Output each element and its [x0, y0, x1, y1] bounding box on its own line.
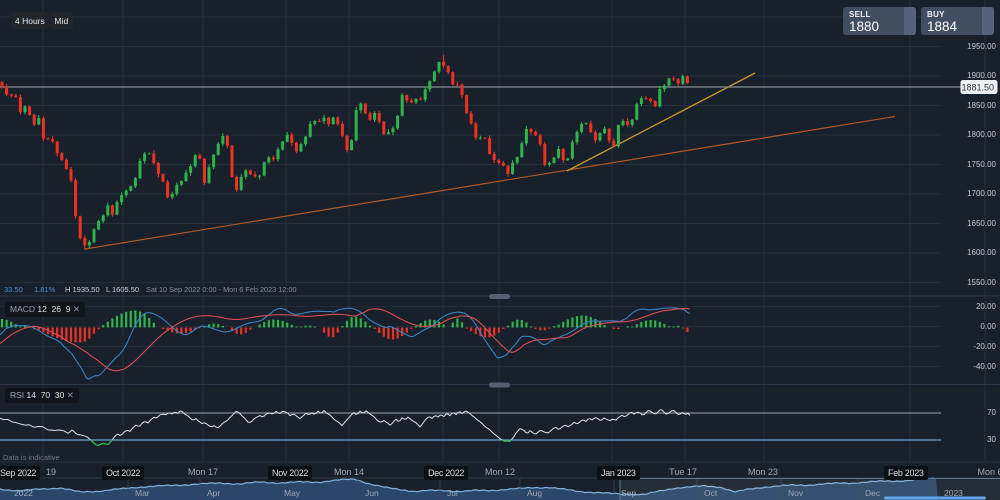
svg-text:1881.50: 1881.50 [961, 83, 994, 93]
